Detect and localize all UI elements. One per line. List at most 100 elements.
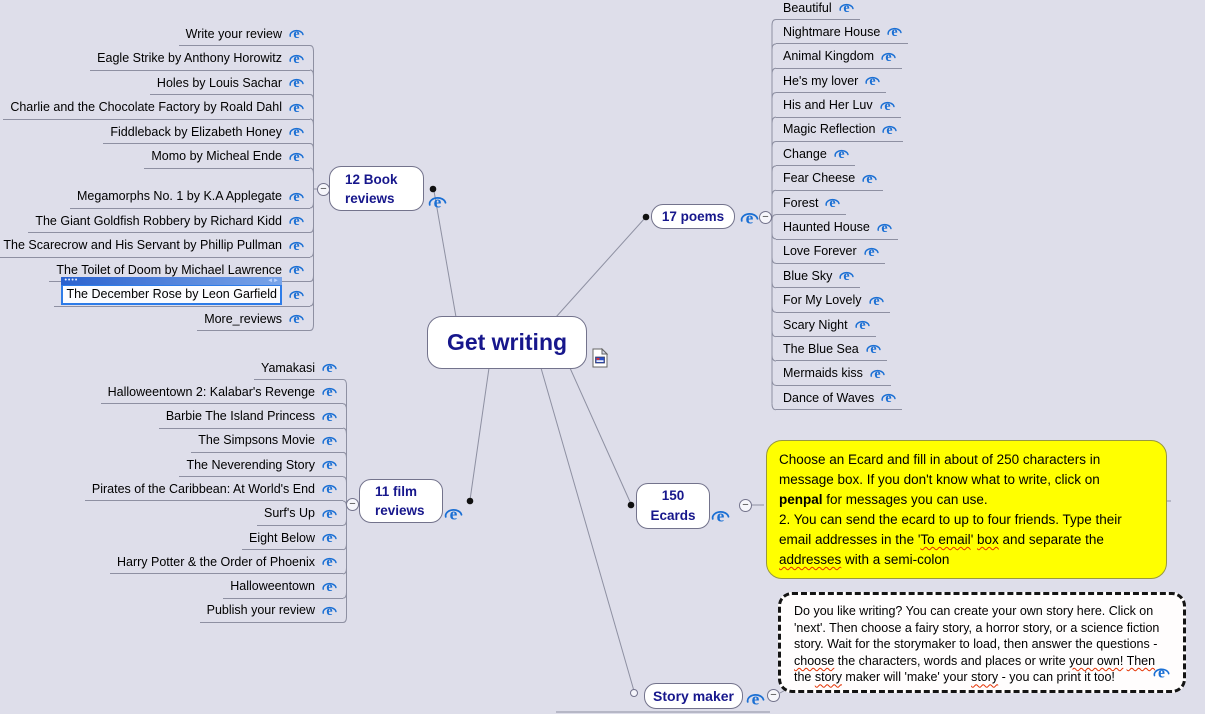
collapse-toggle-ecards[interactable]: − [739,499,752,512]
ie-link-icon[interactable]: e [824,194,841,211]
map-node-item[interactable]: Change e [776,142,855,167]
ie-link-icon[interactable]: e [288,99,305,116]
ie-link-icon[interactable]: e [321,578,338,595]
ie-link-icon[interactable]: e [321,359,338,376]
selection-handle-bar[interactable]: •••• ◄► [61,276,282,285]
ie-link-icon[interactable]: e [288,212,305,229]
map-node-item[interactable]: Holes by Louis Sachar e [149,71,310,95]
ie-link-icon[interactable]: e [321,505,338,522]
ie-link-icon[interactable]: e [881,121,898,138]
map-node-item[interactable]: Harry Potter & the Order of Phoenix e [109,550,343,575]
ie-link-icon[interactable]: e [869,365,886,382]
branch-node-book-reviews[interactable]: 12 Book reviews [329,166,424,211]
map-node-item[interactable]: Haunted House e [776,216,898,240]
map-node-item[interactable]: Dance of Waves e [776,386,903,411]
ie-link-icon[interactable]: e [288,188,305,205]
map-node-item[interactable]: Momo by Micheal Ende e [144,145,310,169]
map-node-item[interactable]: Forest e [776,191,847,216]
ie-link-icon[interactable]: e [288,148,305,165]
map-node-item[interactable]: Megamorphs No. 1 by K.A Applegate e [70,185,310,209]
map-node-item[interactable]: He's my lover e [776,69,887,94]
ie-link-icon[interactable]: e [710,505,731,526]
map-node-item[interactable]: Magic Reflection e [776,118,904,142]
ie-link-icon[interactable]: e [288,74,305,91]
ie-link-icon[interactable]: e [288,286,305,303]
ie-link-icon[interactable]: e [886,23,903,40]
map-node-item[interactable]: Fear Cheese e [776,167,884,191]
ie-link-icon[interactable]: e [288,123,305,140]
map-node-item[interactable]: Pirates of the Caribbean: At World's End… [84,477,343,502]
map-node-item[interactable]: Beautiful e [776,0,860,20]
map-node-item[interactable]: The Scarecrow and His Servant by Phillip… [0,234,310,258]
ie-link-icon[interactable]: e [288,25,305,42]
ie-link-icon[interactable]: e [854,316,871,333]
ie-link-icon[interactable]: e [880,48,897,65]
map-node-item[interactable]: The Simpsons Movie e [191,429,343,453]
branch-node-story-maker[interactable]: Story maker [644,683,743,709]
map-node-item[interactable]: For My Lovely e [776,289,890,313]
ie-link-icon[interactable]: e [838,0,855,16]
ie-link-icon[interactable]: e [321,408,338,425]
map-node-item[interactable]: Barbie The Island Princess e [158,405,343,429]
map-node-item[interactable]: Love Forever e [776,240,885,264]
map-node-item[interactable]: The Giant Goldfish Robbery by Richard Ki… [28,209,310,233]
ie-link-icon[interactable]: e [833,145,850,162]
ie-link-icon[interactable]: e [863,243,880,260]
map-node-item[interactable]: Fiddleback by Elizabeth Honey e [103,120,310,144]
map-node-item[interactable]: Blue Sky e [776,264,861,289]
selection-resize-arrows[interactable]: ◄► [267,277,279,284]
ie-link-icon[interactable]: e [321,456,338,473]
ie-link-icon[interactable]: e [879,97,896,114]
map-node-item[interactable]: The Neverending Story e [179,453,343,478]
ie-link-icon[interactable]: e [739,207,760,228]
ie-link-icon[interactable]: e [288,237,305,254]
ecards-instructions-note[interactable]: Choose an Ecard and fill in about of 250… [766,440,1167,579]
ie-link-icon[interactable]: e [880,389,897,406]
map-node-item[interactable]: His and Her Luv e [776,94,901,118]
branch-node-ecards[interactable]: 150 Ecards [636,483,710,529]
ie-link-icon[interactable]: e [288,261,305,278]
story-maker-instructions-note[interactable]: e Do you like writing? You can create yo… [778,592,1186,693]
map-node-item[interactable]: Halloweentown 2: Kalabar's Revenge e [100,380,343,405]
map-node-item[interactable]: Mermaids kiss e [776,362,891,386]
ie-link-icon[interactable]: e [865,340,882,357]
map-node-item[interactable]: Animal Kingdom e [776,45,903,69]
map-node-item[interactable]: •••• ◄► The December Rose by Leon Garfield… [54,276,310,307]
collapse-toggle-books[interactable]: − [317,183,330,196]
map-node-item[interactable]: More_reviews e [197,307,310,331]
ie-link-icon[interactable]: e [321,602,338,619]
collapse-toggle-films[interactable]: − [346,498,359,511]
selected-node-frame[interactable]: •••• ◄► The December Rose by Leon Garfield [61,276,282,305]
ie-link-icon[interactable]: e [1152,663,1171,682]
branch-node-film-reviews[interactable]: 11 film reviews [359,479,443,523]
map-node-item[interactable]: Yamakasi e [254,356,343,380]
map-node-item[interactable]: Eagle Strike by Anthony Horowitz e [90,47,310,71]
ie-link-icon[interactable]: e [745,688,766,709]
map-node-item[interactable]: Nightmare House e [776,20,909,45]
ie-link-icon[interactable]: e [321,529,338,546]
map-node-item[interactable]: Surf's Up e [256,502,343,526]
ie-link-icon[interactable]: e [838,267,855,284]
collapse-toggle-story[interactable]: − [767,689,780,702]
map-node-item[interactable]: Write your review e [178,22,310,46]
map-node-item[interactable]: Halloweentown e [223,575,343,599]
branch-node-poems[interactable]: 17 poems [651,204,735,229]
map-node-item[interactable]: Publish your review e [199,599,343,623]
ie-link-icon[interactable]: e [321,553,338,570]
ie-link-icon[interactable]: e [864,72,881,89]
map-node-item[interactable]: Eight Below e [241,526,343,551]
ie-link-icon[interactable]: e [443,503,464,524]
ie-link-icon[interactable]: e [861,170,878,187]
ie-link-icon[interactable]: e [868,292,885,309]
map-node-item[interactable]: The Blue Sea e [776,337,887,362]
ie-link-icon[interactable]: e [288,50,305,67]
map-node-item[interactable]: Charlie and the Chocolate Factory by Roa… [3,96,310,120]
ie-link-icon[interactable]: e [288,310,305,327]
collapse-toggle-poems[interactable]: − [759,211,772,224]
ie-link-icon[interactable]: e [876,219,893,236]
ie-link-icon[interactable]: e [321,432,338,449]
ie-link-icon[interactable]: e [427,191,448,212]
map-node-item[interactable]: Scary Night e [776,313,876,338]
ie-link-icon[interactable]: e [321,480,338,497]
ie-link-icon[interactable]: e [321,383,338,400]
